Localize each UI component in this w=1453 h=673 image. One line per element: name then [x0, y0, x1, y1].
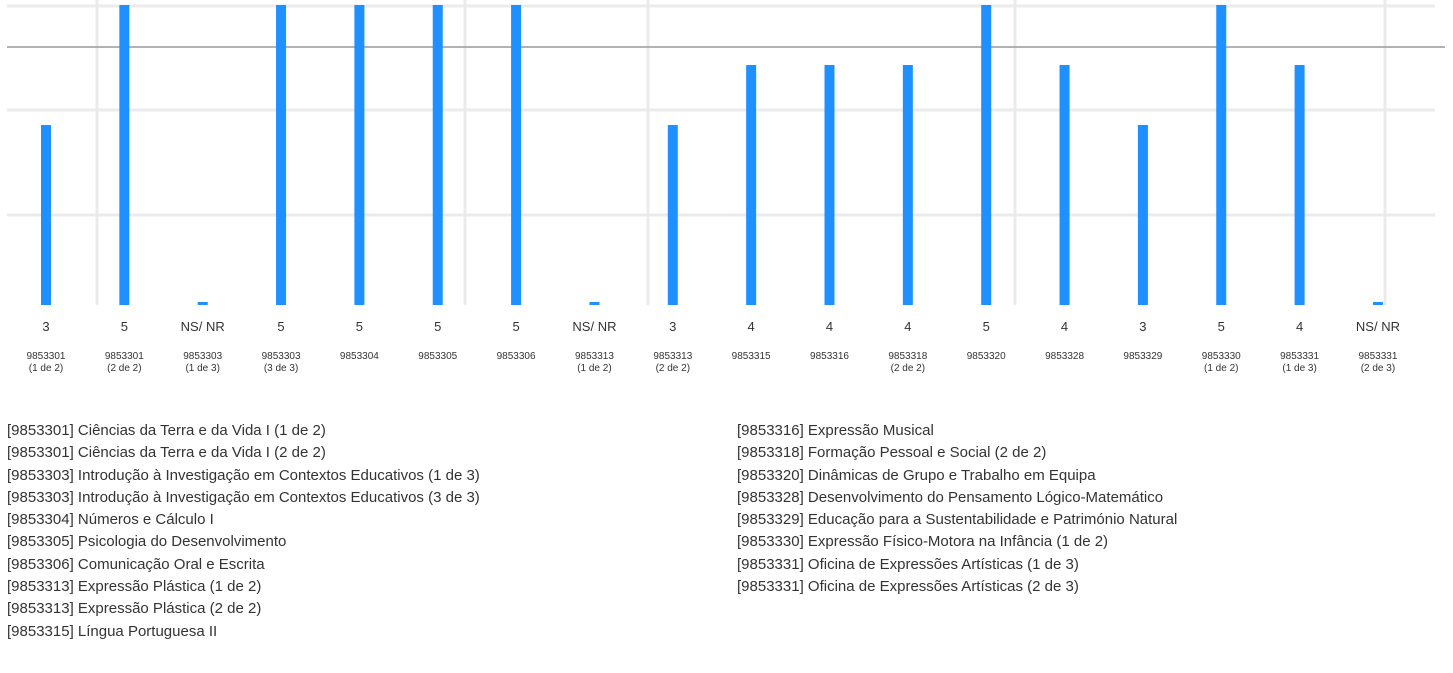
value-label: NS/ NR [572, 319, 616, 334]
bar [589, 302, 600, 305]
value-label: 4 [748, 319, 755, 334]
category-part-label: (1 de 2) [577, 363, 611, 374]
category-code-label: 9853303 [183, 351, 222, 362]
category-code-label: 9853313 [575, 351, 614, 362]
legend-item: [9853320] Dinâmicas de Grupo e Trabalho … [737, 466, 1096, 484]
value-label: 3 [669, 319, 676, 334]
category-code-label: 9853329 [1123, 351, 1162, 362]
bar [432, 5, 443, 305]
value-label: 5 [356, 319, 363, 334]
category-code-label: 9853306 [497, 351, 536, 362]
value-label: 5 [434, 319, 441, 334]
bar [511, 5, 522, 305]
bar [746, 65, 757, 305]
legend-item: [9853313] Expressão Plástica (2 de 2) [7, 600, 262, 618]
category-code-label: 9853313 [653, 351, 692, 362]
legend-item: [9853303] Introdução à Investigação em C… [7, 488, 480, 506]
category-part-label: (1 de 2) [1204, 363, 1238, 374]
category-code-label: 9853315 [732, 351, 771, 362]
category-part-label: (2 de 2) [656, 363, 690, 374]
bar [1059, 65, 1070, 305]
category-code-label: 9853331 [1358, 351, 1397, 362]
value-label: 5 [983, 319, 990, 334]
bar [276, 5, 287, 305]
legend-item: [9853304] Números e Cálculo I [7, 511, 214, 529]
legend-item: [9853318] Formação Pessoal e Social (2 d… [737, 444, 1047, 462]
category-code-label: 9853318 [888, 351, 927, 362]
legend-item: [9853331] Oficina de Expressões Artístic… [737, 555, 1079, 573]
value-label: 3 [42, 319, 49, 334]
legend-item: [9853303] Introdução à Investigação em C… [7, 466, 480, 484]
legend-item: [9853306] Comunicação Oral e Escrita [7, 555, 265, 573]
category-code-label: 9853304 [340, 351, 379, 362]
bar [981, 5, 992, 305]
bar [354, 5, 365, 305]
value-label: 5 [1218, 319, 1225, 334]
category-part-label: (1 de 3) [1282, 363, 1316, 374]
category-code-label: 9853305 [418, 351, 457, 362]
legend-item: [9853328] Desenvolvimento do Pensamento … [737, 488, 1164, 506]
legend-right: [9853316] Expressão Musical [9853318] For… [737, 420, 1177, 598]
category-part-label: (3 de 3) [264, 363, 298, 374]
bar [1216, 5, 1227, 305]
category-code-label: 9853320 [967, 351, 1006, 362]
legend-left: [9853301] Ciências da Terra e da Vida I … [7, 420, 480, 643]
bar [824, 65, 835, 305]
bar-chart: 3 9853301 (1 de 2) 5 9853301 (2 de 2) NS/ NR 98… [7, 0, 1445, 374]
legend-item: [9853330] Expressão Físico-Motora na Inf… [737, 533, 1109, 551]
category-part-label: (1 de 2) [29, 363, 63, 374]
value-label: 3 [1139, 319, 1146, 334]
category-part-label: (2 de 2) [107, 363, 141, 374]
bar [197, 302, 208, 305]
bar [41, 125, 51, 305]
category-code-label: 9853301 [105, 351, 144, 362]
bar [667, 125, 678, 305]
category-code-label: 9853331 [1280, 351, 1319, 362]
category-code-label: 9853316 [810, 351, 849, 362]
value-label: 4 [1296, 319, 1303, 334]
legend-item: [9853305] Psicologia do Desenvolvimento [7, 533, 287, 551]
value-label: 4 [1061, 319, 1068, 334]
legend-item: [9853316] Expressão Musical [737, 422, 934, 439]
category-code-label: 9853328 [1045, 351, 1084, 362]
bar [1294, 65, 1305, 305]
legend-item: [9853301] Ciências da Terra e da Vida I … [7, 444, 326, 462]
bar [1372, 302, 1383, 305]
value-label: 5 [277, 319, 284, 334]
value-label: 4 [826, 319, 833, 334]
value-label: 5 [121, 319, 128, 334]
bar [119, 5, 130, 305]
category-code-label: 9853330 [1202, 351, 1241, 362]
legend-item: [9853313] Expressão Plástica (1 de 2) [7, 578, 262, 596]
category-part-label: (2 de 2) [891, 363, 925, 374]
value-label: NS/ NR [1356, 319, 1400, 334]
category-code-label: 9853303 [262, 351, 301, 362]
value-label: 5 [512, 319, 519, 334]
value-label: 4 [904, 319, 911, 334]
category-part-label: (2 de 3) [1361, 363, 1395, 374]
category-part-label: (1 de 3) [185, 363, 219, 374]
category-code-label: 9853301 [27, 351, 66, 362]
bar [1137, 125, 1148, 305]
legend-item: [9853301] Ciências da Terra e da Vida I … [7, 422, 326, 439]
legend-item: [9853331] Oficina de Expressões Artístic… [737, 578, 1079, 596]
bar [902, 65, 913, 305]
value-label: NS/ NR [181, 319, 225, 334]
legend-item: [9853329] Educação para a Sustentabilida… [737, 511, 1178, 529]
legend-item: [9853315] Língua Portuguesa II [7, 622, 218, 640]
